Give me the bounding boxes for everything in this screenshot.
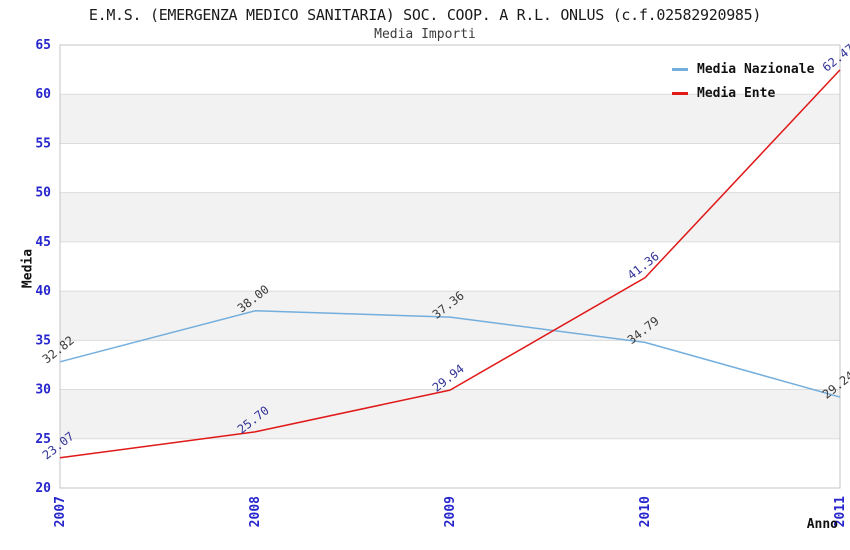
y-tick-label: 55 — [35, 136, 51, 151]
legend-line-swatch-blue — [672, 68, 688, 71]
legend-item-media-nazionale: Media Nazionale — [672, 62, 814, 77]
x-tick-label: 2007 — [53, 496, 68, 527]
series-line-media-ente — [59, 69, 841, 459]
plot-band — [60, 192, 840, 242]
legend: Media Nazionale Media Ente — [672, 62, 814, 110]
y-tick-label: 50 — [35, 186, 51, 201]
plot-band — [60, 389, 840, 439]
point-label: 62.47 — [820, 41, 850, 74]
x-axis-title: Anno — [806, 517, 838, 532]
chart-subtitle: Media Importi — [374, 27, 476, 42]
y-tick-label: 25 — [35, 432, 51, 447]
x-tick-label: 2011 — [833, 496, 848, 527]
y-tick-label: 60 — [35, 87, 51, 102]
y-tick-label: 40 — [35, 284, 51, 299]
plot-border — [59, 44, 841, 489]
y-tick-label: 20 — [35, 481, 51, 496]
legend-label-media-nazionale: Media Nazionale — [697, 62, 815, 77]
y-tick-label: 35 — [35, 333, 51, 348]
x-tick-label: 2009 — [443, 496, 458, 527]
series-line-media-nazionale — [59, 310, 841, 398]
plot-band — [60, 291, 840, 341]
y-axis-title: Media — [20, 248, 36, 289]
legend-label-media-ente: Media Ente — [697, 86, 776, 101]
x-tick-label: 2010 — [638, 496, 653, 527]
plot-band — [60, 94, 840, 144]
x-tick-label: 2008 — [248, 496, 263, 527]
legend-item-media-ente: Media Ente — [672, 86, 814, 101]
y-tick-label: 65 — [35, 38, 51, 53]
chart-title: E.M.S. (EMERGENZA MEDICO SANITARIA) SOC.… — [88, 6, 762, 24]
legend-line-swatch-red — [672, 92, 688, 95]
y-tick-label: 30 — [35, 383, 51, 398]
y-tick-label: 45 — [35, 235, 51, 250]
